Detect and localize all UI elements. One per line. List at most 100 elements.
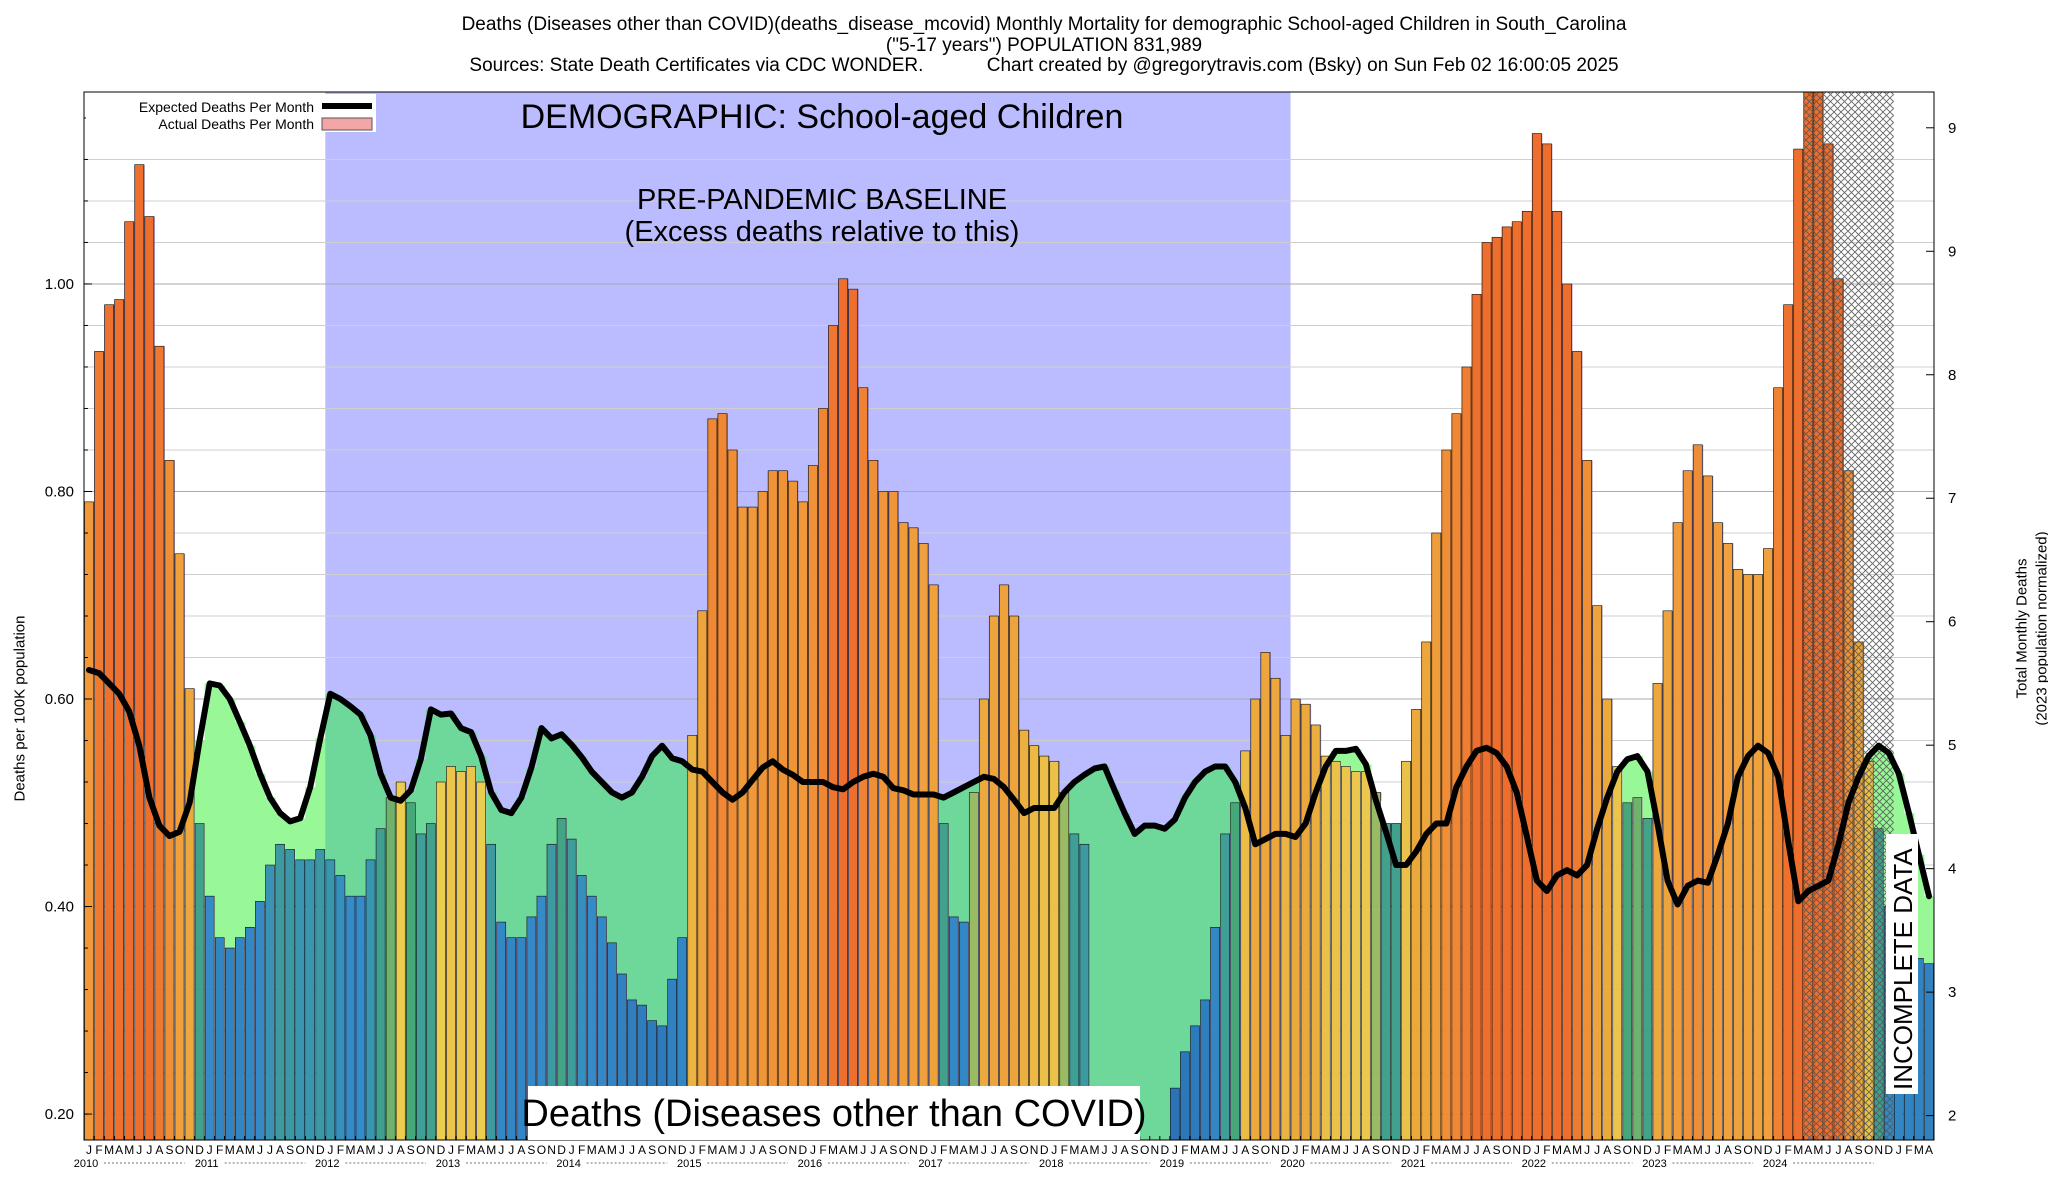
- bar: [1602, 698, 1613, 1140]
- bar: [1039, 755, 1050, 1140]
- year-label: 2021: [1401, 1158, 1425, 1170]
- gap-fill: [556, 734, 568, 819]
- month-label: F: [457, 1143, 464, 1157]
- month-label: O: [1502, 1143, 1511, 1157]
- gap-fill: [1622, 759, 1633, 803]
- month-label: O: [175, 1143, 184, 1157]
- bar: [1542, 143, 1552, 1140]
- month-label: A: [1121, 1143, 1129, 1157]
- bar: [838, 278, 848, 1140]
- gap-fill: [204, 683, 216, 897]
- gap-fill: [1913, 854, 1925, 959]
- month-label: J: [619, 1143, 625, 1157]
- bar: [1592, 605, 1603, 1140]
- month-label: N: [547, 1143, 556, 1157]
- bar: [928, 584, 939, 1140]
- bar: [305, 859, 316, 1140]
- month-label: M: [1190, 1143, 1200, 1157]
- month-label: S: [1010, 1143, 1018, 1157]
- month-label: N: [1150, 1143, 1159, 1157]
- month-label: M: [1693, 1143, 1703, 1157]
- month-label: J: [1896, 1143, 1902, 1157]
- bar: [828, 325, 838, 1140]
- bar: [1532, 133, 1542, 1140]
- chart-header-line-1: Deaths (Diseases other than COVID)(death…: [461, 14, 1627, 35]
- bar: [446, 766, 456, 1140]
- bar: [295, 859, 305, 1140]
- month-label: D: [1522, 1143, 1531, 1157]
- bar: [1753, 574, 1763, 1140]
- gap-fill: [657, 745, 668, 1026]
- bar: [878, 491, 889, 1140]
- month-label: N: [1030, 1143, 1039, 1157]
- gap-fill: [435, 714, 447, 783]
- month-label: D: [1281, 1143, 1290, 1157]
- month-label: J: [498, 1143, 504, 1157]
- month-label: M: [848, 1143, 858, 1157]
- chart-header-line-3: Sources: State Death Certificates via CD…: [469, 55, 1619, 76]
- bar: [1733, 569, 1743, 1140]
- month-label: J: [1534, 1143, 1540, 1157]
- bar: [1411, 709, 1422, 1140]
- month-label: A: [1241, 1143, 1249, 1157]
- month-label: M: [1673, 1143, 1683, 1157]
- month-label: M: [225, 1143, 235, 1157]
- year-label: 2023: [1642, 1158, 1666, 1170]
- bar: [1190, 1025, 1200, 1140]
- gap-fill: [345, 706, 356, 897]
- bar: [1361, 771, 1371, 1140]
- bar: [476, 781, 486, 1140]
- month-label: J: [860, 1143, 866, 1157]
- month-label: D: [799, 1143, 808, 1157]
- year-label: 2013: [436, 1158, 460, 1170]
- month-label: M: [969, 1143, 979, 1157]
- month-label: N: [1512, 1143, 1521, 1157]
- month-label: S: [1613, 1143, 1621, 1157]
- month-label: A: [155, 1143, 163, 1157]
- month-label: J: [1825, 1143, 1831, 1157]
- month-label: J: [1413, 1143, 1419, 1157]
- month-label: M: [587, 1143, 597, 1157]
- bar: [767, 470, 778, 1140]
- bar: [1672, 522, 1683, 1140]
- y-axis-label-right-2: (2023 population normalized): [2033, 531, 2048, 726]
- y-axis-label-right-1: Total Monthly Deaths: [2013, 558, 2031, 699]
- bar: [1079, 843, 1090, 1140]
- month-label: N: [1392, 1143, 1401, 1157]
- bar: [1501, 226, 1512, 1140]
- bar: [918, 543, 929, 1140]
- month-label: F: [699, 1143, 706, 1157]
- gap-fill: [466, 732, 477, 767]
- month-label: J: [569, 1143, 575, 1157]
- bar: [1692, 444, 1703, 1140]
- year-label: 2024: [1763, 1158, 1787, 1170]
- month-label: J: [378, 1143, 384, 1157]
- gap-fill: [516, 797, 527, 938]
- month-label: J: [267, 1143, 273, 1157]
- month-label: D: [678, 1143, 687, 1157]
- gap-fill: [1340, 750, 1352, 767]
- bar: [154, 345, 165, 1140]
- month-label: O: [1623, 1143, 1632, 1157]
- bar: [777, 470, 788, 1140]
- y-tick-label-left: 1.00: [45, 276, 74, 293]
- gap-fill: [968, 782, 980, 793]
- month-label: J: [1474, 1143, 1480, 1157]
- bar: [405, 802, 416, 1140]
- bar: [1351, 771, 1361, 1140]
- bar: [164, 460, 175, 1140]
- bar: [908, 527, 919, 1140]
- month-label: N: [306, 1143, 315, 1157]
- incomplete-hatch: [1803, 92, 1894, 1140]
- month-label: A: [1483, 1143, 1491, 1157]
- month-label: M: [1210, 1143, 1220, 1157]
- bar: [1652, 683, 1663, 1140]
- bar: [667, 978, 678, 1140]
- month-label: S: [1372, 1143, 1380, 1157]
- bar: [426, 823, 436, 1140]
- month-label: A: [517, 1143, 525, 1157]
- month-label: D: [1764, 1143, 1773, 1157]
- gap-fill: [355, 714, 367, 897]
- month-label: A: [718, 1143, 726, 1157]
